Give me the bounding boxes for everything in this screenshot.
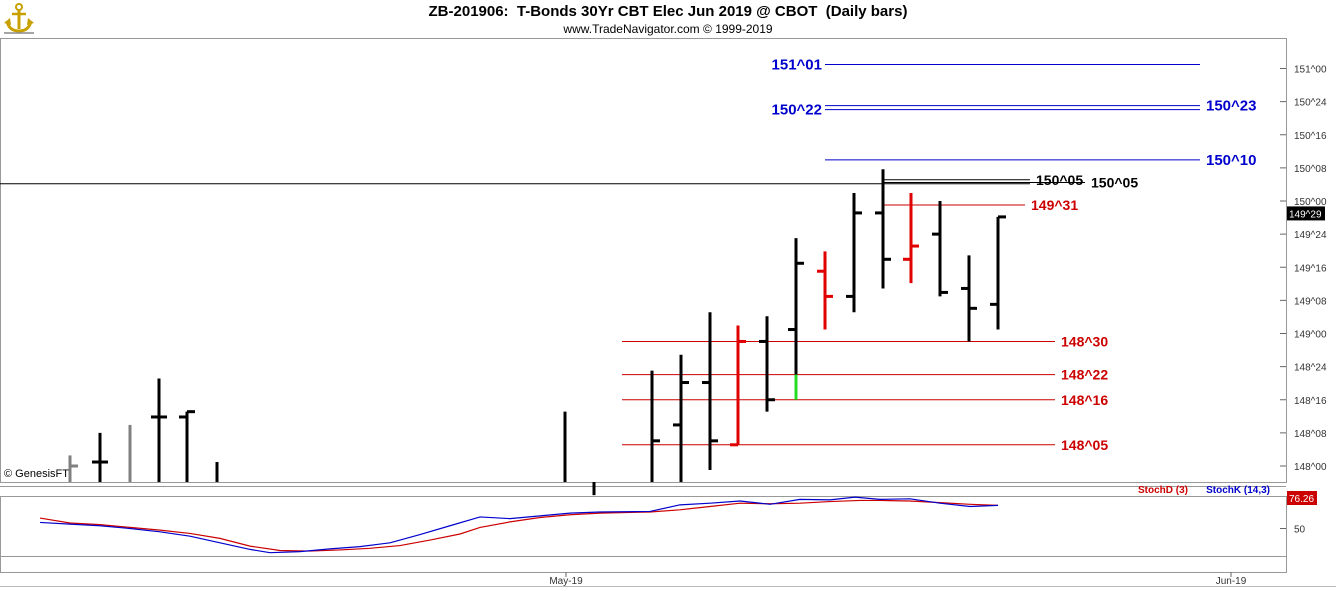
last-price-box	[1287, 206, 1325, 221]
last-price-label: 149^29	[1289, 209, 1322, 220]
chart-subtitle: www.TradeNavigator.com © 1999-2019	[563, 22, 773, 36]
price-pane-frame	[0, 38, 1287, 483]
stoch-tick-label: 50	[1294, 525, 1306, 536]
level-label: 150^10	[1206, 152, 1256, 169]
level-label: 148^30	[1061, 333, 1108, 349]
level-label: 151^01	[772, 57, 822, 74]
legend-stoch-d: StochD (3)	[1138, 485, 1188, 496]
y-tick-label: 149^24	[1294, 230, 1327, 241]
y-tick-label: 150^00	[1294, 197, 1327, 208]
level-label: 148^16	[1061, 392, 1108, 408]
legend-stoch-k: StochK (14,3)	[1206, 485, 1270, 496]
y-tick-label: 149^16	[1294, 263, 1327, 274]
stoch-value-box	[1287, 491, 1317, 505]
stoch-series-line	[39, 496, 999, 554]
stoch-pane-frame	[0, 496, 1287, 573]
stoch-value-label: 76.26	[1289, 494, 1314, 505]
chart-title: ZB-201906: T-Bonds 30Yr CBT Elec Jun 201…	[428, 3, 908, 20]
x-tick-label: Jun-19	[1216, 576, 1247, 587]
separator	[0, 486, 1287, 495]
y-tick-label: 149^00	[1294, 330, 1327, 341]
anchor-logo-icon	[4, 3, 34, 34]
level-label: 148^22	[1061, 367, 1108, 383]
y-tick-label: 148^08	[1294, 429, 1327, 440]
y-tick-label: 150^24	[1294, 98, 1327, 109]
y-tick-label: 150^16	[1294, 131, 1327, 142]
x-tick-label: May-19	[549, 576, 583, 587]
level-label: 150^05	[1091, 174, 1138, 190]
y-tick-label: 150^08	[1294, 164, 1327, 175]
stoch-series-line	[39, 499, 999, 552]
level-label: 150^23	[1206, 98, 1256, 115]
y-tick-label: 151^00	[1294, 65, 1327, 76]
y-tick-label: 149^08	[1294, 296, 1327, 307]
genesis-watermark: © GenesisFT	[4, 468, 69, 480]
y-tick-label: 148^00	[1294, 462, 1327, 473]
chart-header: ZB-201906: T-Bonds 30Yr CBT Elec Jun 201…	[0, 0, 1336, 38]
level-label: 149^31	[1031, 197, 1078, 213]
y-tick-label: 148^16	[1294, 396, 1327, 407]
level-label: 148^05	[1061, 437, 1108, 453]
y-tick-label: 148^24	[1294, 363, 1327, 374]
level-label: 150^22	[772, 102, 822, 119]
level-label: 150^05	[1036, 172, 1083, 188]
